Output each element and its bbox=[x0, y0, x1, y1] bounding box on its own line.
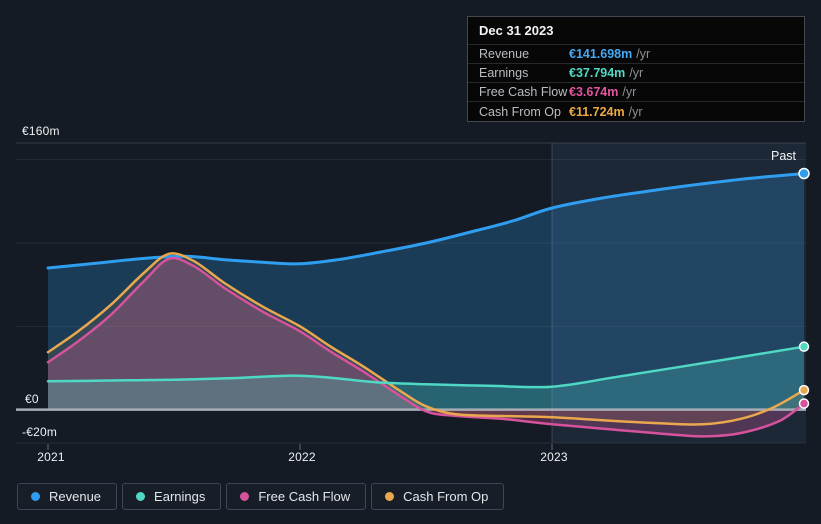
legend-label: Revenue bbox=[49, 489, 102, 504]
cash-from-op-dot-icon bbox=[385, 492, 395, 501]
earnings-line bbox=[46, 345, 806, 389]
tooltip-value: €141.698m bbox=[569, 47, 633, 61]
tooltip-row-cash-from-op: Cash From Op €11.724m /yr bbox=[468, 102, 804, 121]
tooltip-value: €11.724m bbox=[569, 104, 625, 119]
tooltip-label: Revenue bbox=[479, 47, 530, 61]
earnings-area bbox=[48, 346, 804, 410]
free-cash-flow-dot-icon bbox=[240, 492, 250, 501]
x-axis-label-2021: 2021 bbox=[37, 450, 65, 464]
tooltip-label: Free Cash Flow bbox=[479, 85, 568, 99]
tooltip-row-earnings: Earnings €37.794m /yr bbox=[468, 64, 804, 83]
legend-label: Cash From Op bbox=[403, 489, 489, 504]
cash-from-op-end-marker bbox=[798, 384, 810, 396]
tooltip-unit: /yr bbox=[636, 47, 651, 61]
legend-label: Earnings bbox=[154, 489, 206, 504]
y-axis-label-top: €160m bbox=[22, 124, 60, 138]
x-axis-label-2023: 2023 bbox=[540, 450, 568, 464]
y-axis-label-zero: €0 bbox=[25, 392, 39, 406]
revenue-area bbox=[48, 173, 804, 410]
tooltip-date: Dec 31 2023 bbox=[468, 17, 804, 45]
chart-tooltip: Dec 31 2023 Revenue €141.698m /yr Earnin… bbox=[467, 16, 805, 122]
legend-item-cash-from-op[interactable]: Cash From Op bbox=[371, 483, 505, 510]
tooltip-label: Earnings bbox=[479, 66, 529, 80]
tooltip-unit: /yr bbox=[629, 66, 644, 80]
cash-from-op-line bbox=[46, 252, 806, 426]
tooltip-row-revenue: Revenue €141.698m /yr bbox=[468, 45, 804, 64]
x-axis-label-2022: 2022 bbox=[288, 450, 316, 464]
tooltip-value: €3.674m bbox=[569, 85, 619, 99]
tooltip-value: €37.794m bbox=[569, 66, 626, 80]
past-region-label: Past bbox=[771, 149, 797, 163]
earnings-end-marker bbox=[798, 341, 810, 352]
tooltip-label: Cash From Op bbox=[479, 104, 561, 119]
free-cash-flow-end-marker bbox=[798, 398, 810, 409]
chart-legend: Revenue Earnings Free Cash Flow Cash Fro… bbox=[17, 483, 505, 510]
y-axis-label-bottom: -€20m bbox=[22, 425, 58, 439]
tooltip-unit: /yr bbox=[628, 104, 643, 119]
tooltip-unit: /yr bbox=[622, 85, 637, 99]
legend-label: Free Cash Flow bbox=[258, 489, 351, 504]
revenue-dot-icon bbox=[31, 492, 40, 501]
revenue-end-marker bbox=[798, 167, 810, 180]
free-cash-flow-area bbox=[48, 258, 804, 437]
free-cash-flow-line bbox=[46, 256, 806, 438]
tooltip-row-free-cash-flow: Free Cash Flow €3.674m /yr bbox=[468, 83, 804, 102]
earnings-dot-icon bbox=[136, 492, 146, 501]
legend-item-revenue[interactable]: Revenue bbox=[17, 483, 118, 510]
legend-item-earnings[interactable]: Earnings bbox=[122, 483, 222, 510]
legend-item-free-cash-flow[interactable]: Free Cash Flow bbox=[226, 483, 367, 510]
past-highlight-region bbox=[552, 143, 806, 443]
